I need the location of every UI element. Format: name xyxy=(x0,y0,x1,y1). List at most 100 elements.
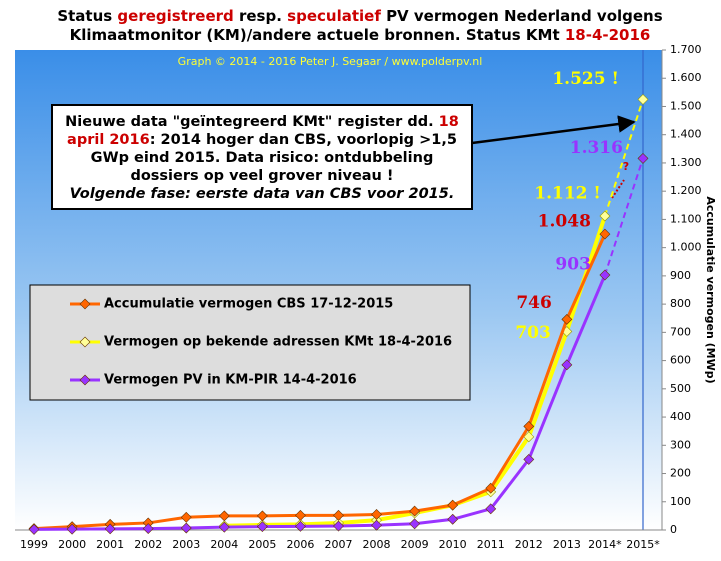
text-part: resp. xyxy=(234,7,287,25)
marker xyxy=(561,313,573,325)
marker xyxy=(142,523,154,535)
text-part: speculatief xyxy=(287,7,381,25)
y-tick-label: 200 xyxy=(670,467,691,480)
marker xyxy=(180,511,192,523)
legend-label: Vermogen PV in KM-PIR 14-4-2016 xyxy=(104,373,357,388)
x-tick-label: 2011 xyxy=(477,538,505,551)
marker xyxy=(295,520,306,532)
text-part: april 2016 xyxy=(67,132,150,148)
x-tick-label: 2005 xyxy=(248,538,276,551)
text-part: geregistreerd xyxy=(117,7,233,25)
y-tick-label: 400 xyxy=(670,410,691,423)
marker xyxy=(333,509,344,521)
x-tick-label: 1999 xyxy=(20,538,48,551)
x-tick-label: 2002 xyxy=(134,538,162,551)
x-tick-label: 2013 xyxy=(553,538,581,551)
value-label: 1.112 ! xyxy=(534,184,601,204)
marker xyxy=(256,521,268,533)
y-axis-label: Accumulatie vermogen (MWp) xyxy=(704,196,717,383)
x-tick-label: 2000 xyxy=(58,538,86,551)
legend-marker xyxy=(79,298,91,310)
marker xyxy=(409,505,421,517)
marker xyxy=(599,269,611,281)
y-tick-label: 1.300 xyxy=(670,156,702,169)
marker xyxy=(447,513,459,525)
text-part: dossiers op veel grover niveau ! xyxy=(130,168,393,184)
value-label: 903 xyxy=(555,255,591,275)
x-tick-label: 2006 xyxy=(286,538,314,551)
x-tick-label: 2007 xyxy=(325,538,353,551)
marker xyxy=(28,524,40,535)
text-part: GWp eind 2015. Data risico: ontdubbeling xyxy=(91,150,434,166)
marker xyxy=(599,228,611,240)
y-tick-label: 1.500 xyxy=(670,99,702,112)
marker xyxy=(485,482,497,494)
text-part: Klimaatmonitor (KM)/andere actuele bronn… xyxy=(70,26,565,44)
value-label: 1.525 ! xyxy=(552,69,619,89)
text-line: april 2016: 2014 hoger dan CBS, voorlopi… xyxy=(67,132,457,148)
x-tick-label: 2015* xyxy=(626,538,660,551)
x-tick-label: 2004 xyxy=(210,538,238,551)
text-part: Status xyxy=(57,7,117,25)
text-part: Volgende fase: eerste data van CBS voor … xyxy=(70,186,455,202)
marker xyxy=(218,521,230,533)
series-line xyxy=(34,274,607,531)
y-tick-label: 600 xyxy=(670,354,691,367)
x-tick-label: 2001 xyxy=(96,538,124,551)
text-line: Volgende fase: eerste data van CBS voor … xyxy=(70,186,455,202)
legend-marker xyxy=(79,336,91,348)
text-line: Nieuwe data "geïntegreerd KMt" register … xyxy=(65,114,459,130)
y-tick-label: 1.600 xyxy=(670,71,702,84)
y-tick-label: 1.000 xyxy=(670,241,702,254)
x-tick-label: 2003 xyxy=(172,538,200,551)
annotation-box xyxy=(51,104,473,210)
marker xyxy=(371,509,382,520)
value-label: 746 xyxy=(516,293,552,313)
legend-marker xyxy=(79,374,91,386)
question-mark: ? xyxy=(623,160,629,173)
text-part: 18 xyxy=(439,114,459,130)
text-part: : 2014 hoger dan CBS, voorlopig >1,5 xyxy=(150,132,457,148)
marker xyxy=(637,93,649,105)
legend-label: Vermogen op bekende adressen KMt 18-4-20… xyxy=(104,335,452,350)
marker xyxy=(447,499,459,511)
x-tick-label: 2012 xyxy=(515,538,543,551)
y-tick-label: 500 xyxy=(670,382,691,395)
y-tick-label: 1.400 xyxy=(670,128,702,141)
marker xyxy=(218,510,230,522)
text-line: dossiers op veel grover niveau ! xyxy=(130,168,393,184)
y-tick-label: 0 xyxy=(670,523,677,536)
y-tick-label: 100 xyxy=(670,495,691,508)
y-tick-label: 1.200 xyxy=(670,184,702,197)
text-line: Klimaatmonitor (KM)/andere actuele bronn… xyxy=(70,26,651,44)
y-tick-label: 1.700 xyxy=(670,43,702,56)
marker xyxy=(295,509,306,521)
marker xyxy=(523,453,535,465)
projection-line xyxy=(603,99,644,217)
text-line: GWp eind 2015. Data risico: ontdubbeling xyxy=(91,150,434,166)
x-tick-label: 2010 xyxy=(439,538,467,551)
legend-box xyxy=(29,284,471,401)
y-tick-label: 800 xyxy=(670,297,691,310)
marker xyxy=(523,420,535,432)
annotation-arrow xyxy=(471,115,636,145)
value-label: 1.048 xyxy=(538,212,591,232)
marker xyxy=(66,523,78,535)
y-tick-label: 900 xyxy=(670,269,691,282)
text-line: Status geregistreerd resp. speculatief P… xyxy=(57,7,662,25)
text-part: Nieuwe data "geïntegreerd KMt" register … xyxy=(65,114,439,130)
marker xyxy=(485,503,497,515)
marker xyxy=(104,523,116,535)
projection-line xyxy=(603,158,644,276)
marker xyxy=(561,359,573,371)
marker xyxy=(180,522,192,534)
x-tick-label: 2008 xyxy=(363,538,391,551)
marker xyxy=(599,210,611,222)
y-tick-label: 1.100 xyxy=(670,212,702,225)
marker xyxy=(409,518,421,530)
value-label: 1.316 xyxy=(570,138,623,158)
marker xyxy=(256,510,268,522)
x-tick-label: 2014* xyxy=(588,538,622,551)
y-tick-label: 300 xyxy=(670,438,691,451)
